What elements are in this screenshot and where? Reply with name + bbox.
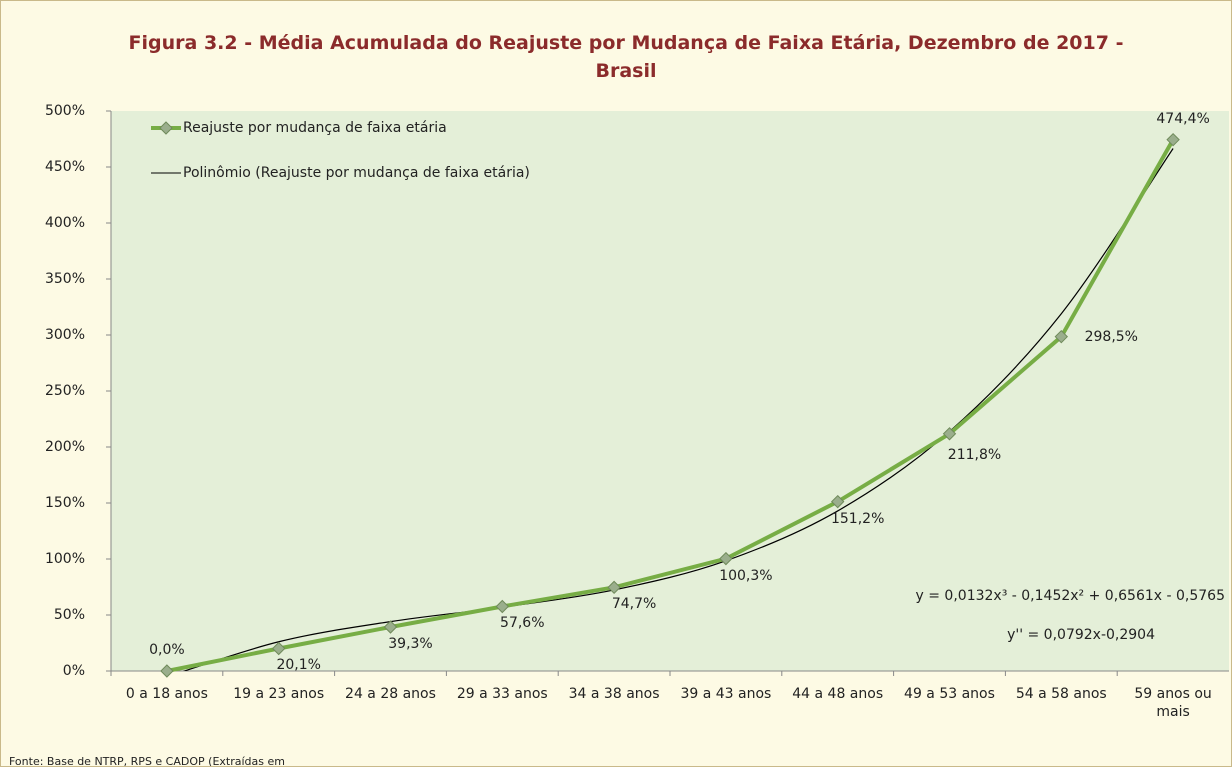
x-tick-label: 24 a 28 anos bbox=[345, 686, 436, 702]
legend-label: Polinômio (Reajuste por mudança de faixa… bbox=[183, 165, 530, 181]
y-tick-label: 350% bbox=[44, 271, 85, 287]
y-tick-label: 450% bbox=[44, 159, 85, 175]
legend-label: Reajuste por mudança de faixa etária bbox=[183, 120, 447, 136]
annotation: y'' = 0,0792x-0,2904 bbox=[1007, 627, 1155, 643]
y-tick-label: 50% bbox=[53, 607, 85, 623]
x-tick-label: 34 a 38 anos bbox=[568, 686, 660, 702]
source: Fonte: Base de NTRP, RPS e CADOP (Extraí… bbox=[9, 755, 285, 767]
y-tick-label: 150% bbox=[44, 495, 85, 511]
annotation: y = 0,0132x³ - 0,1452x² + 0,6561x - 0,57… bbox=[915, 588, 1225, 604]
data-label: 474,4% bbox=[1156, 110, 1210, 127]
y-tick-label: 100% bbox=[44, 551, 85, 567]
x-tick-label: 29 a 33 anos bbox=[456, 686, 548, 702]
y-tick-label: 400% bbox=[44, 215, 85, 231]
data-point bbox=[383, 620, 398, 634]
y-tick-label: 0% bbox=[62, 663, 85, 679]
data-point bbox=[495, 599, 510, 614]
data-point bbox=[942, 427, 957, 441]
data-point bbox=[160, 664, 174, 678]
data-label: 57,6% bbox=[500, 615, 545, 632]
data-point bbox=[1054, 329, 1069, 344]
data-point bbox=[271, 641, 286, 656]
data-label: 211,8% bbox=[947, 446, 1002, 463]
data-label: 0,0% bbox=[149, 642, 185, 658]
data-label: 100,3% bbox=[719, 567, 773, 584]
data-label: 20,1% bbox=[276, 657, 321, 674]
chart-title: Figura 3.2 - Média Acumulada do Reajuste… bbox=[128, 32, 1124, 82]
data-label: 39,3% bbox=[388, 635, 433, 652]
x-tick-label: 49 a 53 anos bbox=[904, 686, 995, 702]
x-tick-label: 54 a 58 anos bbox=[1015, 686, 1107, 702]
x-tick-label: 39 a 43 anos bbox=[680, 686, 772, 702]
data-label: 74,7% bbox=[611, 596, 657, 613]
data-point bbox=[830, 494, 845, 509]
trend-line bbox=[182, 148, 1174, 671]
y-tick-label: 500% bbox=[44, 103, 85, 119]
x-tick-label: 0 a 18 anos bbox=[125, 686, 208, 702]
y-tick-label: 250% bbox=[44, 383, 85, 399]
data-point bbox=[1166, 132, 1180, 147]
y-tick-label: 200% bbox=[44, 439, 85, 455]
legend-marker bbox=[159, 121, 173, 135]
data-line bbox=[166, 138, 1175, 673]
x-tick-label: 19 a 23 anos bbox=[233, 686, 325, 702]
data-point bbox=[607, 580, 621, 595]
x-tick-label: 44 a 48 anos bbox=[792, 686, 884, 702]
y-tick-label: 300% bbox=[44, 327, 85, 343]
data-point bbox=[719, 551, 733, 566]
x-tick-label: 59 anos ou mais bbox=[1134, 686, 1212, 720]
data-label: 298,5% bbox=[1084, 328, 1138, 345]
data-label: 151,2% bbox=[830, 510, 885, 527]
